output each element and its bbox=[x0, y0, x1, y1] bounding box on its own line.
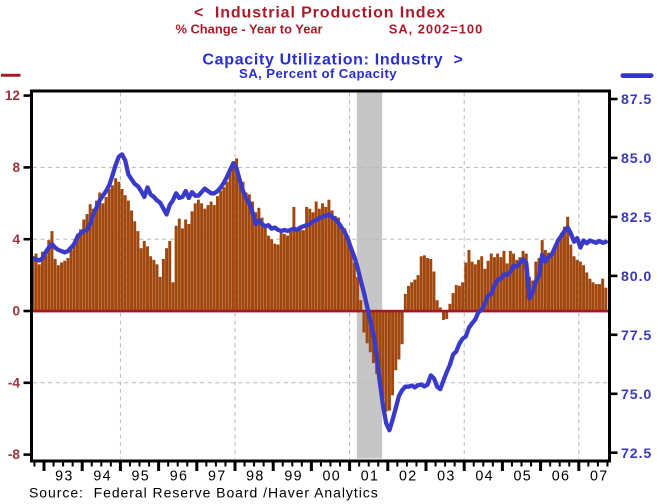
svg-text:01: 01 bbox=[361, 469, 380, 485]
svg-text:02: 02 bbox=[399, 469, 418, 485]
svg-text:99: 99 bbox=[284, 469, 303, 485]
svg-text:Capacity Utilization: Industry: Capacity Utilization: Industry > bbox=[202, 52, 463, 69]
svg-text:95: 95 bbox=[132, 469, 151, 485]
svg-text:SA, 2002=100: SA, 2002=100 bbox=[389, 22, 483, 37]
svg-text:98: 98 bbox=[246, 469, 265, 485]
svg-text:72.5: 72.5 bbox=[621, 446, 652, 462]
svg-text:00: 00 bbox=[323, 469, 342, 485]
svg-text:93: 93 bbox=[55, 469, 74, 485]
svg-text:87.5: 87.5 bbox=[621, 92, 652, 108]
svg-text:-4: -4 bbox=[8, 375, 21, 390]
svg-text:8: 8 bbox=[12, 160, 20, 175]
svg-text:77.5: 77.5 bbox=[621, 328, 652, 344]
svg-text:SA, Percent of Capacity: SA, Percent of Capacity bbox=[239, 66, 397, 81]
svg-text:97: 97 bbox=[208, 469, 227, 485]
svg-text:85.0: 85.0 bbox=[621, 151, 652, 167]
svg-text:Source: Federal Reserve Board: Source: Federal Reserve Board /Haver Ana… bbox=[29, 485, 379, 501]
svg-text:-8: -8 bbox=[8, 447, 21, 462]
svg-text:80.0: 80.0 bbox=[621, 269, 652, 285]
svg-text:< Industrial Production Index: < Industrial Production Index bbox=[194, 5, 446, 22]
svg-text:82.5: 82.5 bbox=[621, 210, 652, 226]
svg-text:05: 05 bbox=[514, 469, 533, 485]
svg-text:12: 12 bbox=[5, 88, 21, 103]
svg-text:75.0: 75.0 bbox=[621, 387, 652, 403]
svg-text:04: 04 bbox=[475, 469, 494, 485]
svg-text:0: 0 bbox=[12, 304, 20, 319]
svg-text:% Change - Year to Year: % Change - Year to Year bbox=[175, 22, 322, 37]
svg-text:03: 03 bbox=[437, 469, 456, 485]
svg-text:4: 4 bbox=[12, 232, 20, 247]
svg-text:07: 07 bbox=[590, 469, 609, 485]
svg-text:94: 94 bbox=[93, 469, 112, 485]
svg-text:96: 96 bbox=[170, 469, 189, 485]
svg-text:06: 06 bbox=[552, 469, 571, 485]
